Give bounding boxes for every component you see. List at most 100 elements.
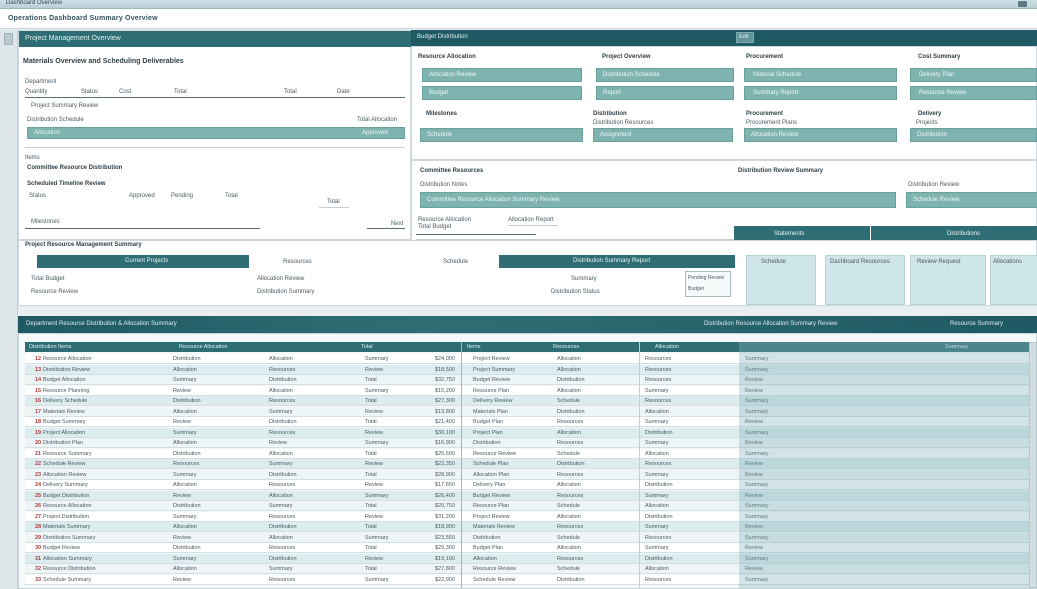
schedule-review-text: Schedule Review — [913, 197, 960, 203]
distribution-review-title: Distribution Review Summary — [738, 168, 824, 174]
card2-field[interactable]: Distribution — [910, 128, 1037, 142]
table-row[interactable]: 31 Allocation Summary Summary Distribution R… — [25, 553, 1029, 564]
table-row[interactable]: 14 Budget Allocation Summary Distribution To… — [25, 375, 1029, 385]
card-field-2[interactable]: Budget — [422, 86, 582, 100]
table-cell: Delivery Review — [473, 398, 513, 404]
row-number: 29 — [35, 534, 42, 541]
table-cell: Resources — [557, 555, 584, 562]
table-row[interactable]: 28 Materials Summary Allocation Distributio… — [25, 522, 1029, 532]
table-row[interactable]: 23 Allocation Review Summary Distribution To… — [25, 469, 1029, 480]
strip-tab-distribution[interactable]: Distribution Summary Report — [499, 255, 735, 268]
edit-button[interactable]: Edit — [736, 32, 754, 43]
card2-delivery: Delivery Projects Distribution — [910, 108, 1037, 148]
table-cell: Resources — [269, 482, 296, 488]
strip-tab-schedule[interactable]: Schedule — [443, 259, 469, 265]
table-cell: $29,300 — [435, 545, 455, 551]
allocation-bar[interactable]: Allocation Approved — [27, 127, 405, 139]
card-field-2[interactable]: Resource Review — [910, 86, 1037, 100]
table-cell: Distribution — [645, 555, 673, 562]
table-row[interactable]: 26 Resource Allocation Distribution Summary… — [25, 501, 1029, 511]
card-field-2[interactable]: Report — [596, 86, 734, 100]
table-cell: $26,400 — [435, 492, 455, 499]
table-row[interactable]: 17 Materials Review Allocation Summary Revie… — [25, 406, 1029, 417]
strip-card-allocations[interactable]: Allocations — [990, 255, 1037, 305]
row-number: 22 — [35, 461, 42, 467]
row-number: 33 — [35, 576, 42, 583]
table-cell: Budget Summary — [43, 419, 86, 425]
table-cell: Schedule — [557, 566, 580, 572]
committee-bar[interactable]: Committee Resource Allocation Summary Re… — [420, 192, 896, 208]
table-cell: Summary — [365, 534, 389, 541]
card-title: Cost Summary — [918, 54, 961, 60]
card-field-1[interactable]: Material Schedule — [744, 68, 897, 82]
table-row[interactable]: 29 Distribution Summary Review Allocation Su… — [25, 532, 1029, 543]
card2-field[interactable]: Assignment — [593, 128, 733, 142]
strip-card-dashboard[interactable]: Dashboard Resources — [825, 255, 905, 305]
table-row[interactable]: 15 Resource Planning Review Allocation Summa… — [25, 385, 1029, 396]
menubar: Operations Dashboard Summary Overview — [0, 9, 1037, 29]
table-cell: Distribution Plan — [43, 440, 84, 446]
table-row[interactable]: 21 Resource Summary Distribution Allocation… — [25, 448, 1029, 459]
divider-5 — [367, 228, 405, 229]
strip-card-review[interactable]: Review Request — [910, 255, 986, 305]
table-cell: Review — [365, 408, 384, 415]
table-cell: Review — [365, 366, 384, 373]
strip-card-schedule[interactable]: Schedule — [746, 255, 816, 305]
tab-distributions[interactable]: Distributions — [871, 226, 1037, 244]
card-field-2-text: Budget — [429, 90, 449, 96]
table-row[interactable]: 12 Resource Allocation Distribution Allocat… — [25, 354, 1029, 364]
table-cell: Review — [365, 513, 384, 520]
schedule-review-bar[interactable]: Schedule Review — [906, 192, 1037, 208]
card-field-1[interactable]: Distribution Schedule — [596, 68, 734, 82]
table-row[interactable]: 13 Distribution Review Allocation Resources… — [25, 364, 1029, 375]
card-cost-summary: Cost Summary Delivery Plan Resource Revi… — [910, 52, 1037, 107]
table-cell: Distribution — [557, 461, 585, 467]
table-cell: Resources — [645, 576, 672, 583]
strip-tab-current[interactable]: Current Projects — [37, 255, 249, 268]
card-field-1[interactable]: Allocation Review — [422, 68, 582, 82]
vertical-scrollbar[interactable] — [1029, 342, 1037, 588]
col-date: Date — [337, 89, 350, 95]
document-icon[interactable] — [4, 33, 13, 45]
note-1: Resource Allocation — [418, 217, 472, 223]
table-row[interactable]: 18 Budget Summary Review Distribution Total $… — [25, 417, 1029, 427]
table-row[interactable]: 16 Delivery Schedule Distribution Resources… — [25, 396, 1029, 406]
card2-field[interactable]: Schedule — [420, 128, 583, 142]
row-number: 24 — [35, 482, 42, 488]
table-col-header: Distribution Items Resource Allocation T… — [25, 342, 1029, 352]
table-cell: Allocation — [173, 366, 197, 373]
strip-tab-resources[interactable]: Resources — [283, 259, 312, 265]
strip-r1-c2: Allocation Review — [257, 276, 305, 282]
table-cell: Materials Review — [473, 524, 515, 530]
card2-field-text: Allocation Review — [751, 132, 799, 138]
table-cell: Distribution — [473, 534, 501, 541]
table-row[interactable]: 19 Project Allocation Summary Resources Revi… — [25, 427, 1029, 438]
card-field-1[interactable]: Delivery Plan — [910, 68, 1037, 82]
sub-status: Status — [29, 193, 47, 199]
card-title: Project Overview — [602, 54, 651, 60]
card2-milestones: Milestones Schedule — [420, 108, 585, 148]
table-row[interactable]: 33 Schedule Summary Review Resources Summary… — [25, 574, 1029, 585]
row-number: 32 — [35, 566, 42, 572]
card2-sub: Procurement Plans — [746, 120, 798, 126]
table-cell: Resources — [645, 398, 672, 404]
table-row[interactable]: 24 Delivery Summary Allocation Resources Rev… — [25, 480, 1029, 490]
card-resource-allocation: Resource Allocation Allocation Review Bu… — [418, 52, 583, 107]
table-cell: Resource Allocation — [43, 356, 92, 362]
strip-tab-label: Distribution Summary Report — [573, 258, 651, 264]
card2-field[interactable]: Allocation Review — [744, 128, 897, 142]
table-cell: Project Plan — [473, 429, 503, 436]
table-row[interactable]: 22 Schedule Review Resources Summary Review $… — [25, 459, 1029, 469]
edit-button-label: Edit — [739, 34, 749, 40]
table-cell: $30,100 — [435, 429, 455, 436]
table-row[interactable]: 25 Budget Distribution Review Allocation Sum… — [25, 490, 1029, 501]
table-cell: Summary — [173, 377, 197, 383]
table-row[interactable]: 20 Distribution Plan Allocation Review Summa… — [25, 438, 1029, 448]
card-field-2[interactable]: Summary Report — [744, 86, 897, 100]
table-row[interactable]: 32 Resource Distribution Allocation Summary… — [25, 564, 1029, 574]
table-row[interactable]: 30 Budget Review Distribution Resources Tota… — [25, 543, 1029, 553]
table-row[interactable]: 27 Project Distribution Summary Resources Re… — [25, 511, 1029, 522]
tab-statements[interactable]: Statements — [734, 226, 870, 244]
window-control-icon[interactable] — [1018, 1, 1027, 7]
table-cell: $18,500 — [435, 366, 455, 373]
